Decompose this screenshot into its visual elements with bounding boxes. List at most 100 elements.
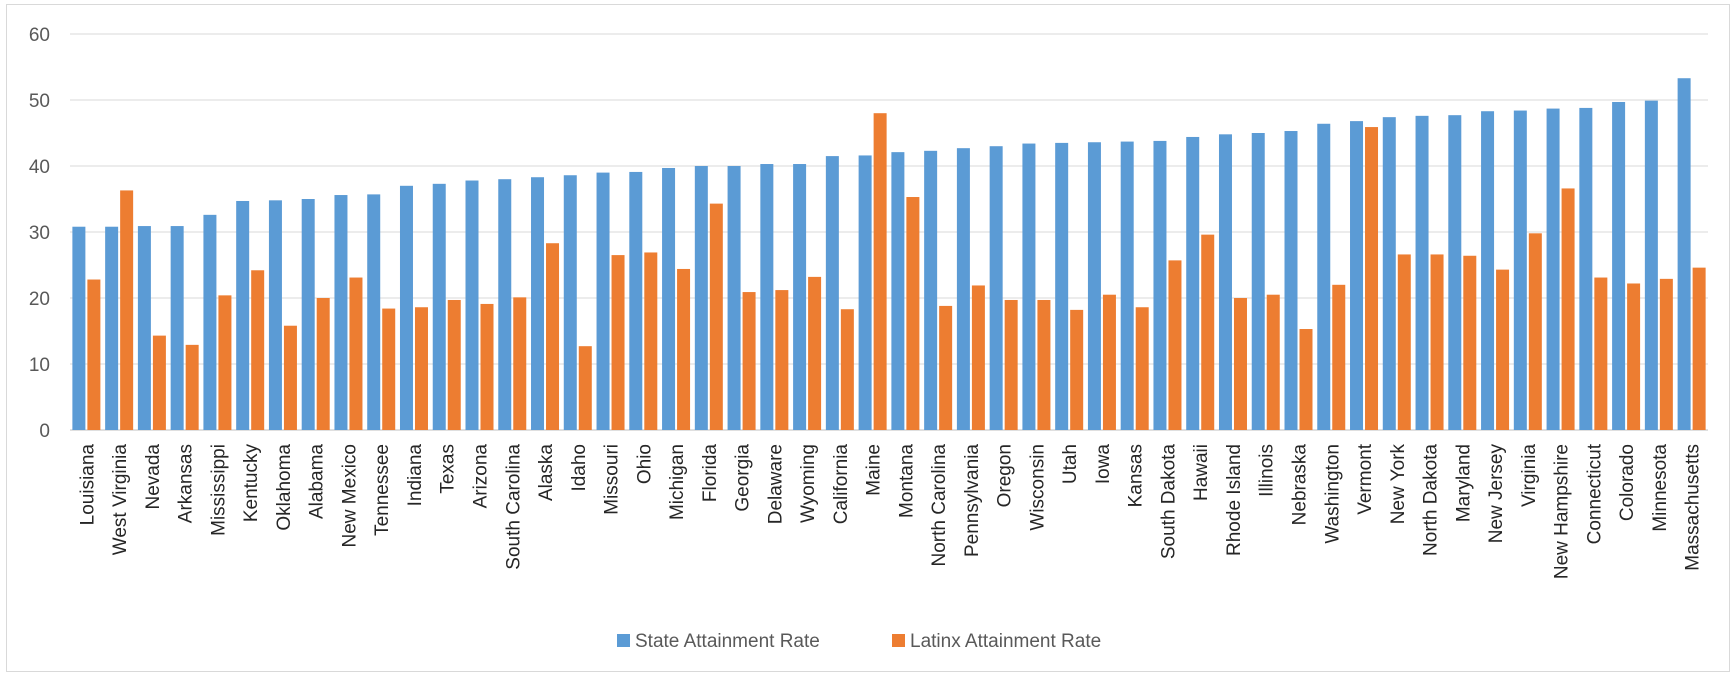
bar-latinx-attainment — [1266, 294, 1280, 430]
bar-state-attainment — [1612, 101, 1626, 430]
x-category-label: West Virginia — [110, 444, 131, 556]
x-category-label: South Carolina — [503, 444, 524, 570]
bar-state-attainment — [1579, 107, 1593, 431]
bar-state-attainment — [1448, 115, 1462, 431]
x-category-label: Montana — [896, 444, 917, 518]
y-tick-label: 30 — [29, 223, 50, 244]
bar-state-attainment — [1644, 100, 1658, 430]
bar-state-attainment — [1120, 141, 1134, 430]
x-category-label: Georgia — [733, 444, 754, 512]
x-category-label: Washington — [1322, 444, 1343, 544]
bar-state-attainment — [629, 171, 643, 430]
x-category-label: Pennsylvania — [962, 444, 983, 557]
y-tick-label: 60 — [29, 25, 50, 46]
bar-latinx-attainment — [1692, 267, 1706, 430]
bar-state-attainment — [334, 195, 348, 430]
x-category-label: Kansas — [1126, 444, 1147, 507]
x-category-label: South Dakota — [1158, 444, 1179, 560]
bar-state-attainment — [203, 214, 217, 430]
bar-state-attainment — [399, 185, 413, 430]
bar-state-attainment — [956, 148, 970, 430]
x-category-label: Kentucky — [241, 444, 262, 523]
x-category-label: Indiana — [405, 444, 426, 507]
x-category-label: Arkansas — [176, 444, 197, 523]
x-category-label: Alaska — [536, 444, 557, 501]
bar-state-attainment — [924, 150, 938, 430]
bar-latinx-attainment — [840, 309, 854, 430]
bar-latinx-attainment — [1496, 269, 1510, 430]
x-category-label: New Jersey — [1486, 444, 1507, 544]
bar-state-attainment — [1284, 131, 1298, 430]
bars — [72, 78, 1706, 431]
bar-latinx-attainment — [1627, 283, 1641, 430]
bar-latinx-attainment — [906, 197, 920, 430]
bar-state-attainment — [727, 166, 741, 430]
bar-state-attainment — [1481, 111, 1495, 430]
bar-latinx-attainment — [218, 295, 232, 430]
y-tick-label: 40 — [29, 157, 50, 178]
x-category-label: Idaho — [569, 444, 590, 492]
bar-state-attainment — [498, 179, 512, 430]
bar-latinx-attainment — [1463, 255, 1477, 430]
bar-latinx-attainment — [1299, 329, 1313, 430]
bar-state-attainment — [1251, 133, 1265, 430]
y-tick-label: 10 — [29, 355, 50, 376]
x-category-label: North Dakota — [1421, 444, 1442, 556]
bar-latinx-attainment — [513, 297, 527, 430]
bar-state-attainment — [989, 146, 1003, 430]
x-category-label: Nevada — [143, 444, 164, 510]
bar-state-attainment — [1218, 134, 1232, 430]
x-category-label: California — [831, 444, 852, 525]
bar-state-attainment — [891, 152, 905, 430]
x-category-label: Illinois — [1257, 444, 1278, 497]
bar-latinx-attainment — [480, 303, 494, 430]
bar-state-attainment — [170, 226, 184, 430]
bar-state-attainment — [1087, 142, 1101, 431]
bar-state-attainment — [1677, 78, 1691, 430]
bar-latinx-attainment — [939, 305, 953, 430]
x-category-label: Wyoming — [798, 444, 819, 523]
bar-state-attainment — [793, 164, 807, 430]
x-category-label: New Hampshire — [1552, 444, 1573, 579]
bar-latinx-attainment — [316, 298, 330, 430]
x-category-label: Arizona — [471, 444, 492, 509]
bar-state-attainment — [1513, 110, 1527, 430]
x-category-label: Maryland — [1453, 444, 1474, 522]
bar-latinx-attainment — [775, 290, 789, 430]
legend-label: State Attainment Rate — [635, 631, 820, 652]
x-category-label: Louisiana — [77, 444, 98, 526]
bar-state-attainment — [268, 200, 282, 430]
bar-latinx-attainment — [1102, 294, 1116, 430]
bar-state-attainment — [1186, 136, 1200, 430]
x-category-label: Rhode Island — [1224, 444, 1245, 556]
y-tick-label: 50 — [29, 91, 50, 112]
bar-latinx-attainment — [1201, 234, 1215, 430]
x-category-label: Connecticut — [1584, 443, 1605, 544]
gridlines — [70, 33, 1708, 431]
x-category-label: Hawaii — [1191, 444, 1212, 501]
bar-state-attainment — [301, 199, 315, 430]
bar-latinx-attainment — [414, 307, 428, 430]
bar-state-attainment — [596, 172, 610, 430]
x-category-label: Michigan — [667, 444, 688, 520]
legend-label: Latinx Attainment Rate — [910, 631, 1101, 652]
bar-state-attainment — [72, 226, 86, 430]
bar-latinx-attainment — [578, 346, 592, 430]
bar-state-attainment — [563, 175, 577, 430]
x-category-label: Oregon — [995, 444, 1016, 507]
x-category-label: Wisconsin — [1027, 444, 1048, 531]
x-category-label: Missouri — [602, 444, 623, 515]
x-category-label: Massachusetts — [1683, 444, 1704, 571]
x-category-label: New Mexico — [339, 444, 360, 547]
y-axis-ticks: 0 10 20 30 40 50 60 — [29, 25, 50, 442]
bar-state-attainment — [694, 166, 708, 430]
legend-swatch — [892, 634, 905, 647]
x-category-label: New York — [1388, 444, 1409, 525]
bar-latinx-attainment — [152, 335, 166, 430]
bar-state-attainment — [1546, 108, 1560, 430]
y-tick-label: 20 — [29, 289, 50, 310]
bar-latinx-attainment — [677, 268, 691, 430]
bar-latinx-attainment — [120, 190, 134, 430]
legend-swatch — [617, 634, 630, 647]
x-category-label: Texas — [438, 444, 459, 494]
